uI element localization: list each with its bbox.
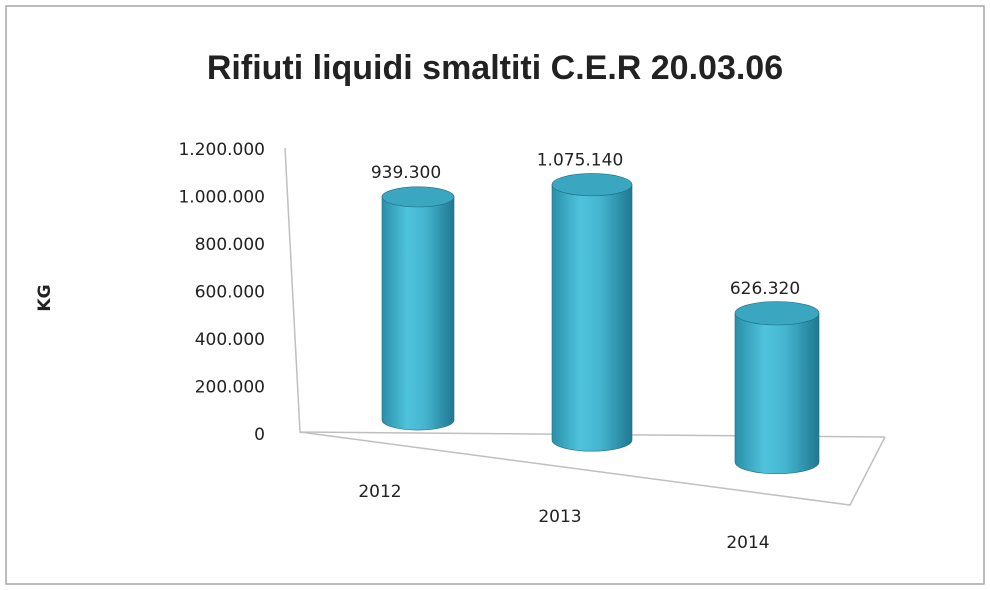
y-tick-label: 600.000 — [195, 283, 265, 303]
y-tick-label: 400.000 — [195, 330, 265, 350]
bar — [734, 312, 820, 475]
y-tick-label: 1.200.000 — [178, 140, 265, 160]
x-tick-label: 2012 — [358, 482, 401, 502]
bar — [551, 184, 633, 452]
x-tick-label: 2013 — [538, 507, 581, 527]
y-tick-label: 1.000.000 — [178, 188, 265, 208]
y-tick-label: 200.000 — [195, 378, 265, 398]
y-tick-label: 800.000 — [195, 235, 265, 255]
bar — [381, 196, 455, 431]
value-label: 939.300 — [371, 163, 441, 183]
chart-title: Rifiuti liquidi smaltiti C.E.R 20.03.06 — [207, 49, 783, 87]
bar-top — [381, 186, 455, 208]
value-label: 626.320 — [730, 279, 800, 299]
y-axis-label: KG — [35, 284, 55, 311]
y-tick-label: 0 — [254, 425, 265, 445]
frame — [5, 5, 985, 585]
bar-top — [551, 173, 633, 197]
bar-top — [734, 301, 820, 326]
value-label: 1.075.140 — [537, 151, 624, 171]
x-tick-label: 2014 — [726, 533, 769, 553]
floor — [299, 431, 886, 506]
